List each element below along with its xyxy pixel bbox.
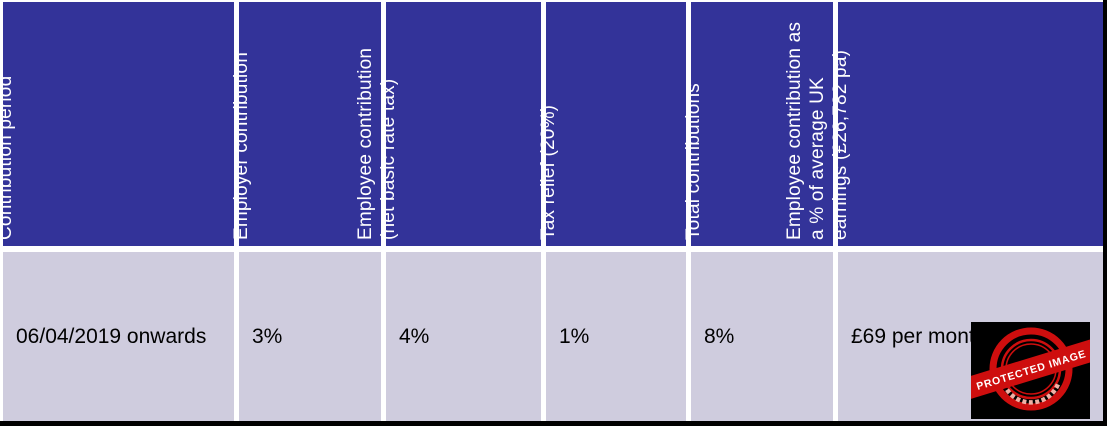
contribution-period-value: 06/04/2019 onwards	[16, 324, 207, 348]
header-cell-total-contributions: Total contributions	[683, 2, 833, 246]
tax-relief-value: 1%	[559, 324, 590, 348]
header-cell-employer-contribution: Employer contribution	[231, 2, 381, 246]
cell-contribution-period: 06/04/2019 onwards	[3, 252, 234, 421]
cell-tax-relief: 1%	[546, 252, 686, 421]
total-contributions-value: 8%	[704, 324, 735, 348]
column-header-label: Total contributions	[683, 83, 704, 240]
header-cell-contribution-period: Contribution period	[0, 2, 234, 246]
header-cell-employee-contribution-pct-earnings: Employee contribution as a % of average …	[784, 2, 1103, 246]
column-header-label: Employer contribution	[231, 52, 252, 240]
column-header-label: Employee contribution (net basic rate ta…	[355, 47, 399, 240]
employee-contribution-value: 4%	[399, 324, 430, 348]
column-header-label: Contribution period	[0, 75, 16, 240]
stamp-subtext-arc	[1001, 383, 1061, 405]
table-bottom-border	[0, 421, 1107, 426]
table-right-border	[1103, 0, 1107, 426]
employee-contribution-pct-value: £69 per month	[851, 324, 987, 348]
header-cell-tax-relief: Tax relief (20%)	[538, 2, 686, 246]
protected-stamp-icon: PROTECTED IMAGE	[971, 322, 1090, 419]
contribution-table: Contribution period Employer contributio…	[0, 2, 1103, 421]
header-cell-employee-contribution: Employee contribution (net basic rate ta…	[355, 2, 541, 246]
column-header-label: Tax relief (20%)	[538, 104, 559, 240]
cell-employee-contribution: 4%	[386, 252, 541, 421]
column-header-label: Employee contribution as a % of average …	[784, 21, 851, 240]
protected-image-watermark: PROTECTED IMAGE	[971, 322, 1090, 419]
employer-contribution-value: 3%	[252, 324, 283, 348]
cell-employer-contribution: 3%	[239, 252, 381, 421]
cell-total-contributions: 8%	[691, 252, 833, 421]
